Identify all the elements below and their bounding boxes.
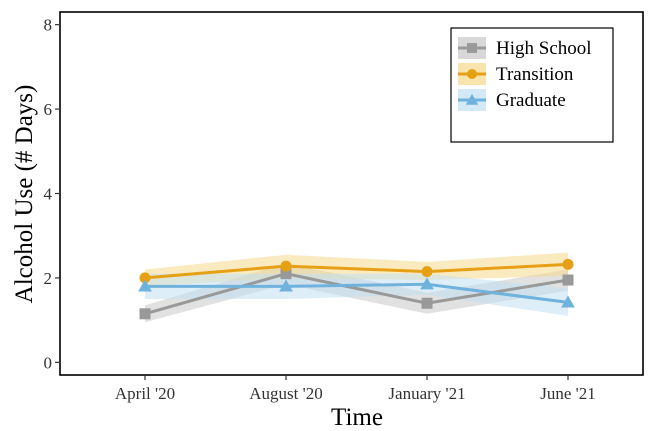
x-tick-label-1: August '20 bbox=[249, 384, 322, 403]
point-graduate-0 bbox=[138, 279, 152, 292]
point-high-school-1 bbox=[280, 268, 292, 280]
x-axis: April '20 August '20 January '21 June '21 bbox=[115, 375, 596, 403]
legend-marker-transition bbox=[467, 69, 477, 79]
y-tick-label-0: 0 bbox=[44, 353, 53, 372]
y-tick-label-2: 4 bbox=[44, 185, 53, 204]
line-transition bbox=[144, 262, 569, 280]
line-high-school bbox=[144, 272, 569, 316]
y-tick-label-3: 6 bbox=[44, 100, 53, 119]
point-graduate-1 bbox=[279, 279, 293, 292]
x-tick-label-3: June '21 bbox=[540, 384, 595, 403]
point-high-school-3 bbox=[562, 274, 574, 286]
point-transition-1 bbox=[280, 260, 292, 272]
y-tick-label-1: 2 bbox=[44, 269, 53, 288]
legend-label-graduate: Graduate bbox=[496, 90, 566, 111]
point-graduate-3 bbox=[561, 295, 575, 308]
series-markers bbox=[138, 258, 575, 320]
y-axis-title: Alcohol Use (# Days) bbox=[11, 85, 38, 304]
point-high-school-2 bbox=[421, 297, 433, 309]
x-tick-label-0: April '20 bbox=[115, 384, 175, 403]
series-lines bbox=[144, 262, 569, 316]
legend-label-transition: Transition bbox=[496, 64, 574, 85]
x-tick-label-2: January '21 bbox=[388, 384, 465, 403]
line-graduate bbox=[145, 282, 569, 304]
point-high-school-0 bbox=[139, 308, 151, 320]
y-tick-label-4: 8 bbox=[44, 16, 53, 35]
legend: High School Transition Graduate bbox=[450, 27, 614, 143]
point-graduate-2 bbox=[420, 277, 434, 290]
point-transition-3 bbox=[562, 258, 574, 270]
y-axis: 0 2 4 6 8 bbox=[44, 16, 60, 372]
legend-marker-high-school bbox=[467, 43, 477, 53]
point-transition-0 bbox=[139, 272, 151, 284]
legend-label-high-school: High School bbox=[496, 38, 592, 59]
x-axis-title: Time bbox=[331, 404, 383, 431]
point-transition-2 bbox=[421, 266, 433, 278]
legend-marker-graduate bbox=[465, 93, 479, 105]
